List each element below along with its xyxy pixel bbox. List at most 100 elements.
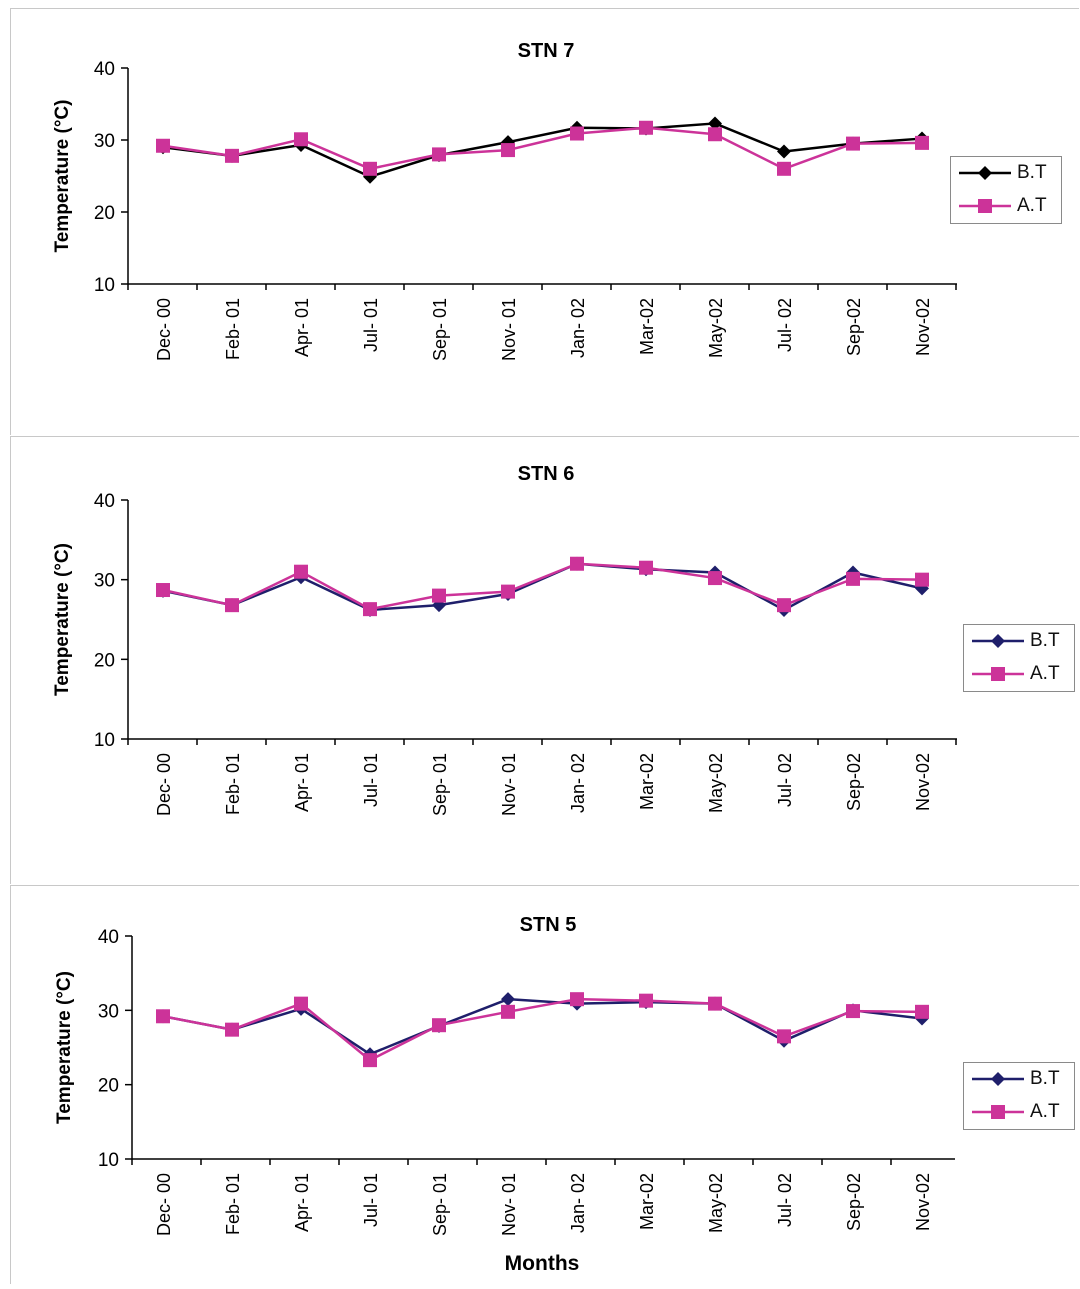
data-point-A.T [570, 126, 584, 141]
data-point-A.T [708, 127, 722, 142]
data-point-A.T [708, 996, 722, 1011]
diamond-marker-icon [972, 634, 1024, 648]
y-tick-label: 10 [98, 1150, 119, 1171]
data-point-A.T [846, 571, 860, 586]
x-tick-label: Jul- 02 [775, 1173, 795, 1227]
y-tick-label: 30 [94, 131, 115, 152]
diamond-marker-icon [972, 1072, 1024, 1086]
y-axis-title: Temperature (°C) [52, 543, 73, 696]
data-point-A.T [432, 1018, 446, 1033]
y-axis-title: Temperature (°C) [52, 100, 73, 253]
data-point-A.T [363, 602, 377, 617]
y-tick-label: 20 [94, 650, 115, 671]
chart-1: STN 6 Temperature (°C) 10 20 30 40 Dec- 00 Feb-… [52, 463, 957, 816]
x-tick-label: Jan- 02 [568, 298, 588, 358]
chart-panel-stn6 [10, 436, 1079, 884]
data-point-A.T [432, 588, 446, 603]
square-marker-icon [972, 1105, 1024, 1119]
chart-panel-stn7 [10, 8, 1079, 435]
data-point-A.T [225, 148, 239, 163]
diamond-marker-icon [959, 166, 1011, 180]
x-tick-label: Jul- 01 [361, 298, 381, 352]
x-tick-label: Nov-02 [913, 753, 933, 811]
series-line-A.T [162, 562, 923, 611]
x-tick-label: Dec- 00 [154, 1173, 174, 1236]
series-line-A.T [162, 997, 923, 1062]
x-tick-label: Feb- 01 [223, 753, 243, 815]
y-tick-label: 40 [94, 59, 115, 80]
data-point-A.T [432, 147, 446, 162]
data-point-A.T [846, 136, 860, 151]
data-point-A.T [639, 993, 653, 1008]
x-tick-label: Jan- 02 [568, 753, 588, 813]
y-tick-label: 20 [94, 203, 115, 224]
data-point-A.T [294, 132, 308, 147]
x-tick-label: Sep- 01 [430, 298, 450, 361]
chart-title: STN 7 [518, 40, 575, 62]
chart-title: STN 5 [520, 914, 577, 936]
x-tick-label: Feb- 01 [223, 298, 243, 360]
legend-item-bt: B.T [964, 625, 1074, 658]
y-axis-title: Temperature (°C) [54, 971, 75, 1124]
data-point-A.T [156, 1009, 170, 1024]
legend-item-at: A.T [951, 190, 1061, 223]
data-point-A.T [501, 1004, 515, 1019]
data-point-A.T [777, 1029, 791, 1044]
data-point-A.T [363, 161, 377, 176]
x-tick-label: Apr- 01 [292, 298, 312, 357]
y-tick-label: 40 [98, 927, 119, 948]
chart-0: STN 7 Temperature (°C) 10 20 30 40 Dec- 00 Feb-… [52, 40, 957, 361]
x-tick-label: Nov-02 [913, 298, 933, 356]
x-tick-label: Apr- 01 [292, 1173, 312, 1232]
series-line-A.T [162, 126, 923, 171]
y-tick-label: 10 [94, 275, 115, 296]
x-tick-label: Jan- 02 [568, 1173, 588, 1233]
x-tick-label: Sep-02 [844, 1173, 864, 1231]
data-point-A.T [156, 583, 170, 598]
chart-panel-stn5 [10, 885, 1079, 1284]
x-tick-label: May-02 [706, 298, 726, 358]
legend-label-bt: B.T [1030, 630, 1060, 651]
data-point-A.T [225, 1022, 239, 1037]
legend-label-bt: B.T [1017, 162, 1047, 183]
data-point-A.T [294, 564, 308, 579]
data-point-A.T [501, 143, 515, 158]
data-point-A.T [777, 161, 791, 176]
legend-label-at: A.T [1030, 663, 1060, 684]
x-tick-label: Dec- 00 [154, 298, 174, 361]
legend-item-bt: B.T [964, 1063, 1074, 1096]
x-tick-label: Jul- 02 [775, 753, 795, 807]
legend-item-bt: B.T [951, 157, 1061, 190]
data-point-A.T [639, 560, 653, 575]
x-tick-label: Mar-02 [637, 298, 657, 355]
square-marker-icon [972, 667, 1024, 681]
data-point-A.T [639, 120, 653, 135]
x-tick-label: Jul- 02 [775, 298, 795, 352]
x-tick-label: Sep- 01 [430, 1173, 450, 1236]
x-tick-label: Nov- 01 [499, 753, 519, 816]
legend-label-bt: B.T [1030, 1068, 1060, 1089]
data-point-A.T [156, 138, 170, 153]
legend-label-at: A.T [1030, 1101, 1060, 1122]
y-tick-label: 40 [94, 491, 115, 512]
legend-label-at: A.T [1017, 195, 1047, 216]
x-tick-label: Feb- 01 [223, 1173, 243, 1235]
chart-title: STN 6 [518, 463, 575, 485]
x-tick-label: Jul- 01 [361, 753, 381, 807]
data-point-B.T [501, 992, 515, 1007]
data-point-A.T [915, 135, 929, 150]
data-point-A.T [294, 996, 308, 1011]
x-axis-title: Months [505, 1252, 580, 1275]
legend-stn6: B.T A.T [963, 624, 1075, 692]
data-point-A.T [915, 1004, 929, 1019]
x-tick-label: Dec- 00 [154, 753, 174, 816]
legend-item-at: A.T [964, 658, 1074, 691]
legend-stn5: B.T A.T [963, 1062, 1075, 1130]
x-tick-label: Nov- 01 [499, 1173, 519, 1236]
legend-stn7: B.T A.T [950, 156, 1062, 224]
data-point-B.T [777, 144, 791, 159]
x-tick-label: Apr- 01 [292, 753, 312, 812]
y-tick-label: 30 [94, 571, 115, 592]
square-marker-icon [959, 199, 1011, 213]
